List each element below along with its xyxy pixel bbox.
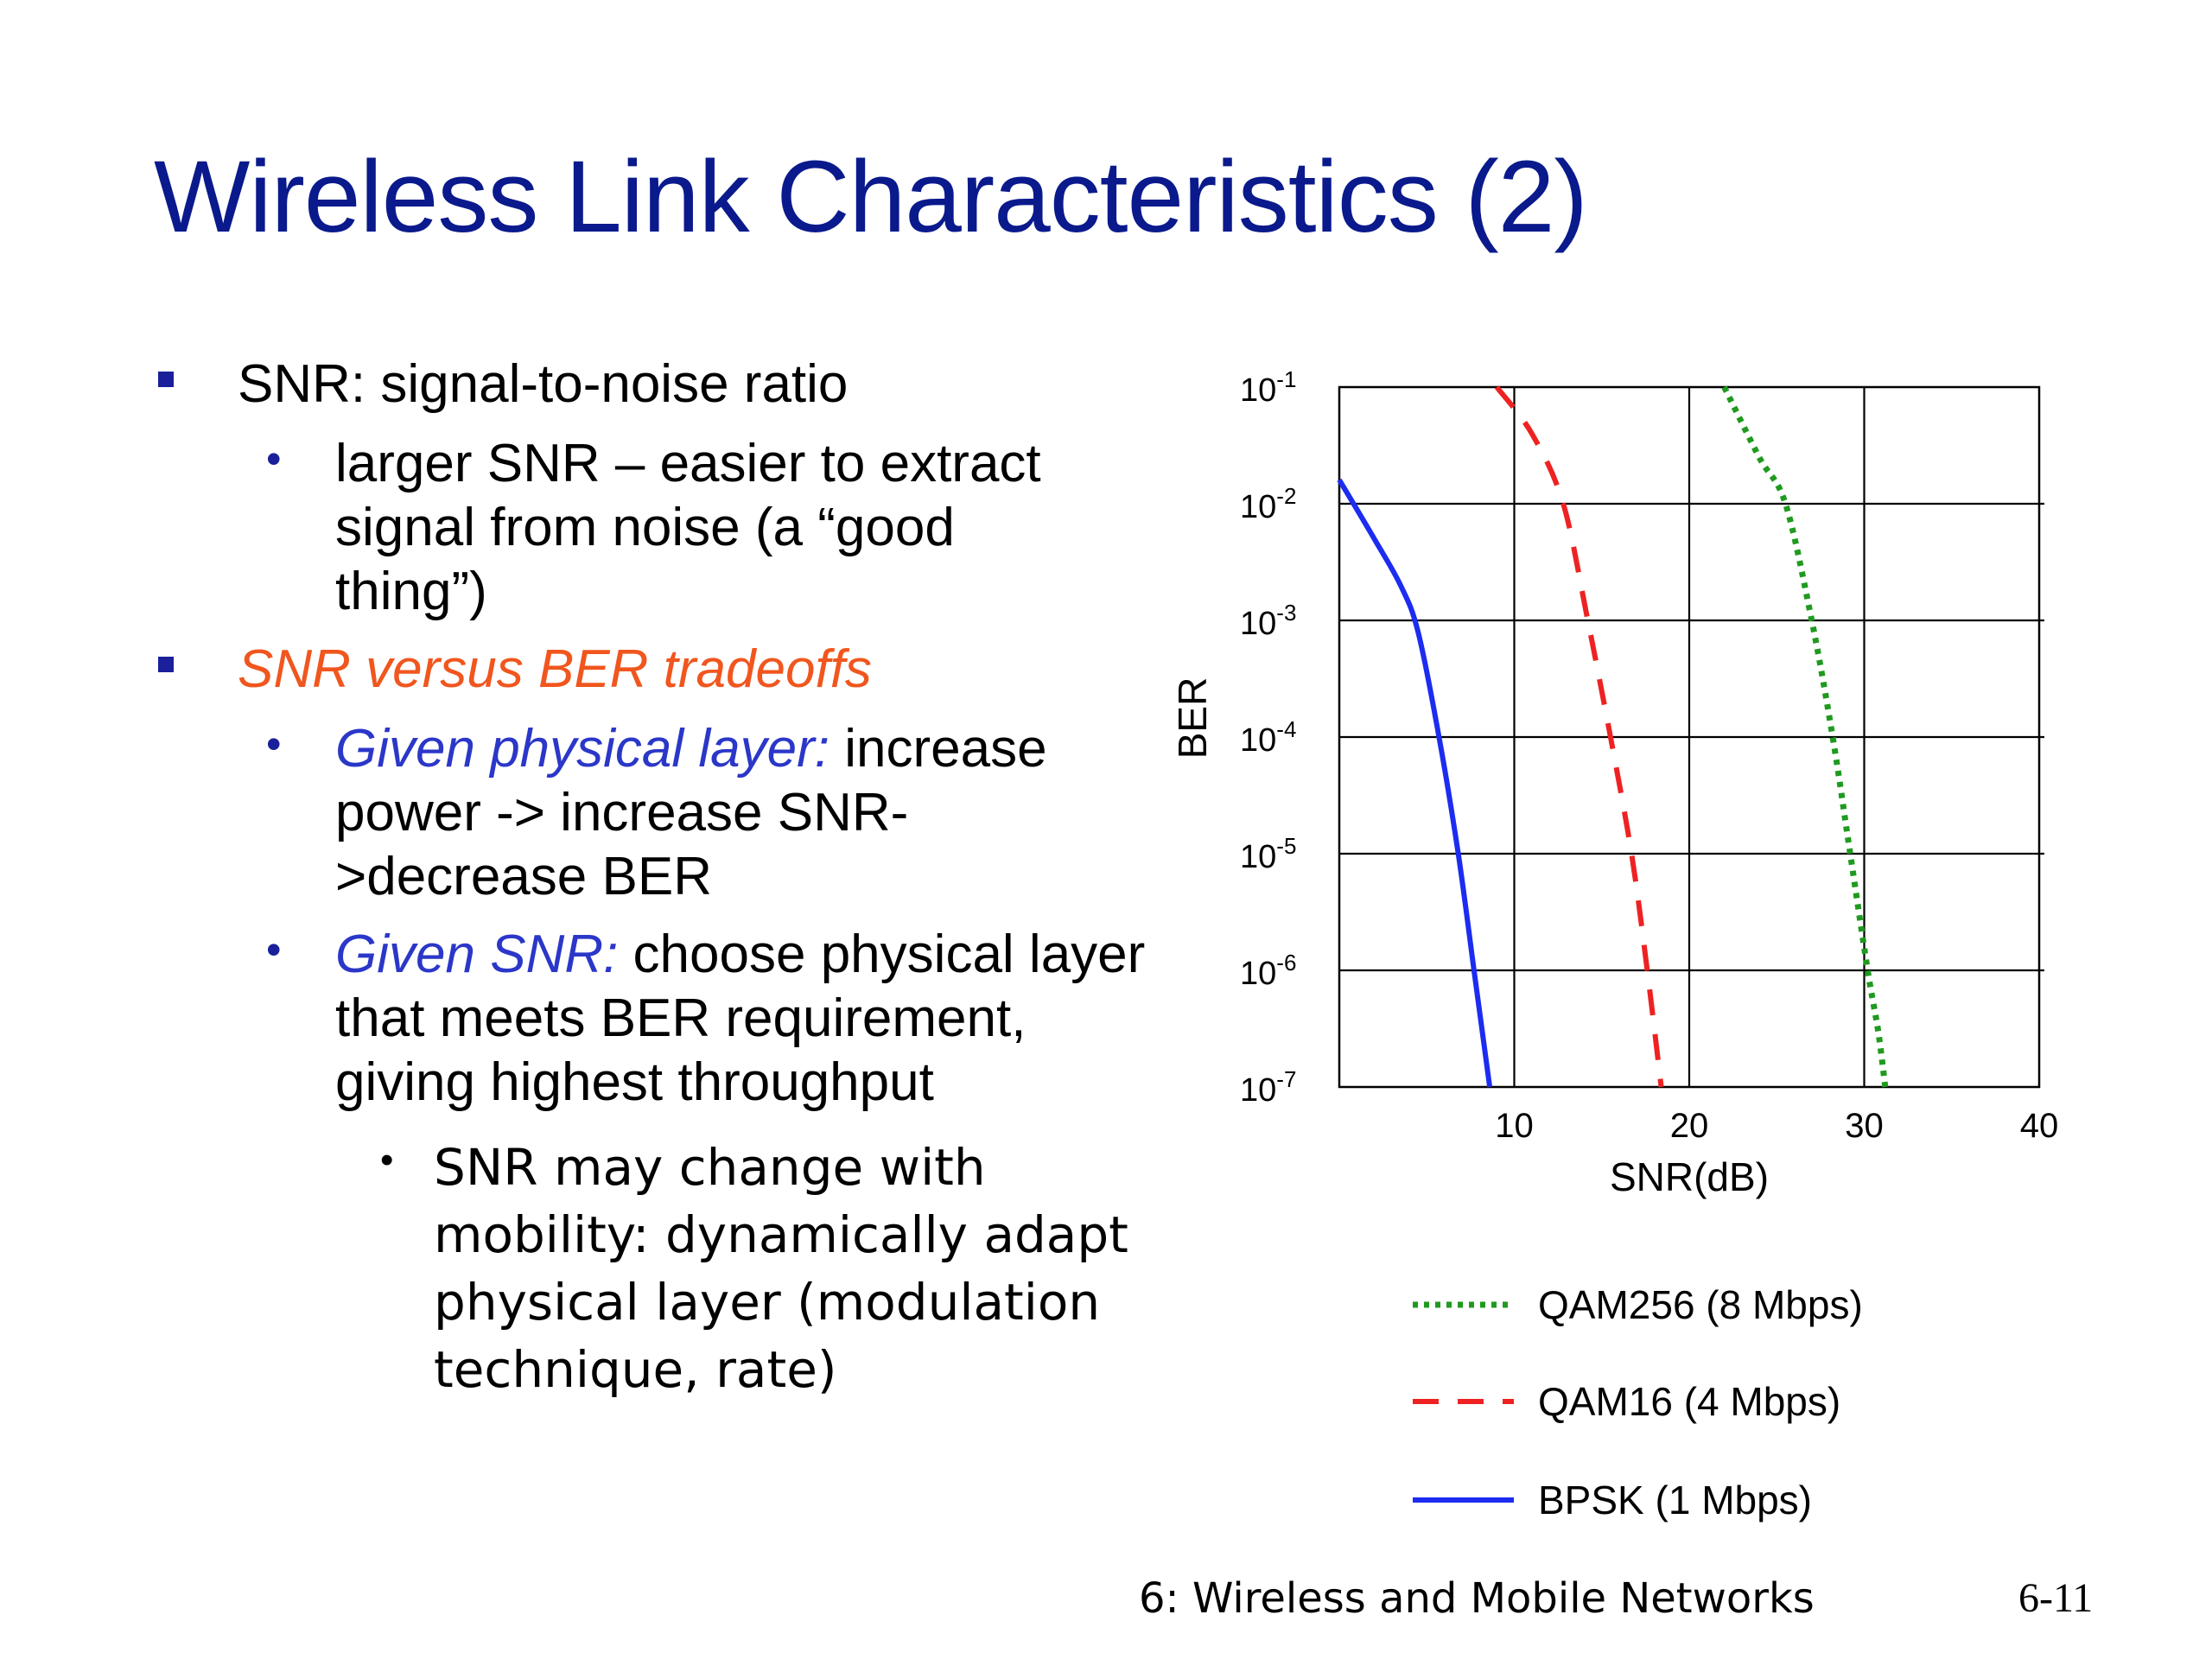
y-tick-label: 10-1 [1240,366,1296,409]
sub-bullet-line: power -> increase SNR- [335,783,909,842]
y-tick-label: 10-7 [1240,1066,1296,1109]
sub-sub-bullet-line: physical layer (modulation [434,1273,1101,1332]
bullet-dot-icon: • [266,720,282,768]
y-tick-label: 10-3 [1240,600,1296,642]
bullet-snr: SNR: signal-to-noise ratio [238,354,849,414]
sub-bullet-emphasis: Given physical layer: [335,719,830,779]
ber-vs-snr-chart: 10-1 10-2 10-3 10-4 10-5 10-6 10-7 10 20 30 40 SNR(… [1170,366,2059,1522]
sub-bullet-line: giving highest throughput [335,1052,934,1112]
bullet-tradeoffs: SNR versus BER tradeoffs [238,639,872,699]
sub-bullet-emphasis: Given SNR: [335,925,619,984]
bullet-square-icon [158,657,174,672]
bullet-list: SNR: signal-to-noise ratio • larger SNR … [0,0,1158,1469]
x-axis-label: SNR(dB) [1610,1154,1769,1199]
slide-title: Wireless Link Characteristics (2) [154,140,1588,254]
y-tick-label: 10-2 [1240,483,1296,525]
x-tick-label: 10 [1495,1107,1534,1145]
sub-bullet-line: Given physical layer: increase [335,717,1047,781]
bullet-dot-icon: • [266,435,282,483]
sub-bullet-text: increase [830,719,1047,779]
series-line-qam16 [1494,385,1664,1088]
y-tick-label: 10-4 [1240,716,1296,759]
legend-label-qam16: QAM16 (4 Mbps) [1538,1379,1840,1424]
sub-bullet-line: signal from noise (a “good [335,498,955,557]
x-tick-label: 30 [1845,1107,1884,1145]
sub-bullet-line: that meets BER requirement, [335,988,1027,1048]
legend-label-bpsk: BPSK (1 Mbps) [1538,1478,1812,1522]
sub-bullet-line: larger SNR – easier to extract [335,434,1041,493]
series-line-bpsk [1337,478,1493,1088]
sub-bullet-line: thing”) [335,562,487,621]
x-tick-label: 40 [2020,1107,2059,1145]
sub-bullet-line: Given SNR: choose physical layer [335,923,1145,987]
sub-sub-bullet-line: mobility: dynamically adapt [434,1205,1128,1264]
legend-label-qam256: QAM256 (8 Mbps) [1538,1282,1863,1327]
page-number: 6-11 [2018,1575,2094,1621]
y-tick-label: 10-6 [1240,950,1296,992]
sub-sub-bullet-line: technique, rate) [434,1340,837,1399]
footer-text: 6: Wireless and Mobile Networks [1139,1574,1815,1623]
bullet-dot-icon: • [380,1139,394,1181]
y-tick-label: 10-5 [1240,833,1296,875]
x-tick-label: 20 [1670,1107,1709,1145]
bullet-dot-icon: • [266,925,282,974]
bullet-square-icon [158,372,174,387]
sub-bullet-text: choose physical layer [618,925,1146,984]
sub-sub-bullet-line: SNR may change with [434,1138,986,1197]
sub-bullet-line: >decrease BER [335,847,712,906]
y-axis-label: BER [1170,677,1215,760]
